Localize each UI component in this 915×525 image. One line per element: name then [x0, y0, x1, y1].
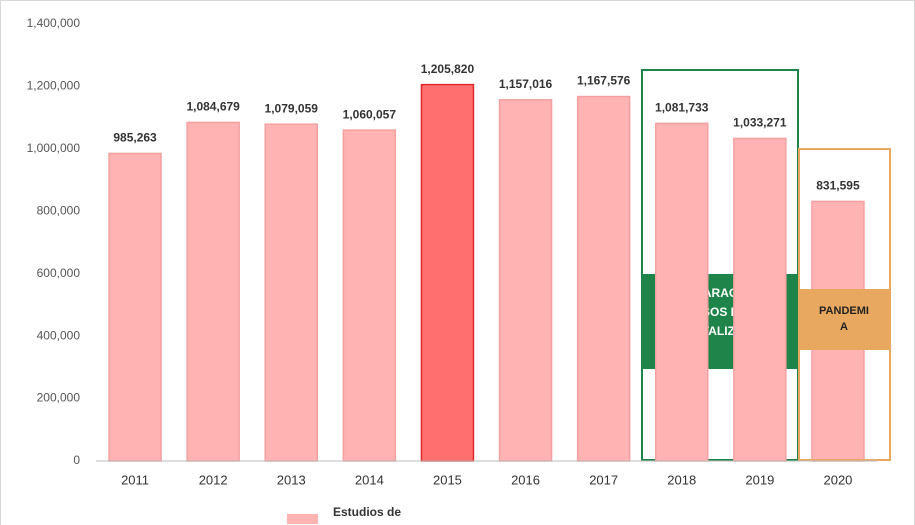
- annotation-pandemic: PANDEMI A: [798, 148, 891, 461]
- legend-label: Estudios de: [333, 505, 401, 519]
- value-label: 1,060,057: [343, 107, 397, 121]
- x-tick-label: 2016: [511, 472, 540, 487]
- value-label: 985,263: [113, 131, 157, 145]
- value-label: 1,084,679: [186, 100, 240, 114]
- annotation-box: [799, 289, 889, 350]
- legend-swatch: [287, 514, 318, 524]
- y-tick-label: 400,000: [37, 328, 81, 342]
- bar: [186, 121, 240, 462]
- y-tick-label: 600,000: [37, 266, 81, 280]
- x-tick-label: 2019: [745, 472, 774, 487]
- x-tick-label: 2012: [199, 472, 228, 487]
- x-tick-label: 2011: [121, 472, 149, 487]
- y-tick-label: 200,000: [37, 391, 81, 405]
- x-tick-label: 2020: [823, 472, 852, 487]
- bar: [655, 122, 709, 462]
- value-label: 1,033,271: [733, 116, 787, 130]
- y-tick-label: 800,000: [37, 203, 81, 217]
- annotation-text: A: [840, 321, 848, 333]
- y-tick-label: 1,200,000: [27, 79, 81, 93]
- bar: [498, 99, 553, 462]
- bar: [108, 152, 162, 462]
- value-label: 1,205,820: [421, 62, 475, 76]
- x-tick-label: 2017: [589, 472, 618, 487]
- y-tick-label: 1,000,000: [27, 141, 81, 155]
- x-tick-label: 2013: [277, 472, 306, 487]
- value-label: 1,079,059: [265, 101, 319, 115]
- value-label: 1,167,576: [577, 74, 631, 88]
- y-tick-label: 0: [73, 453, 80, 467]
- bar: [342, 129, 397, 462]
- value-label: 1,157,016: [499, 77, 553, 91]
- value-label: 831,595: [816, 179, 860, 193]
- bar: [420, 83, 475, 462]
- x-tick-label: 2015: [433, 472, 462, 487]
- value-label: 1,081,733: [655, 101, 709, 115]
- bar: [264, 123, 318, 462]
- bar: [733, 137, 787, 462]
- bar: [576, 95, 631, 462]
- x-tick-label: 2018: [667, 472, 696, 487]
- annotation-text: PANDEMI: [819, 305, 869, 317]
- x-tick-label: 2014: [355, 472, 384, 487]
- y-tick-label: 1,400,000: [27, 16, 81, 30]
